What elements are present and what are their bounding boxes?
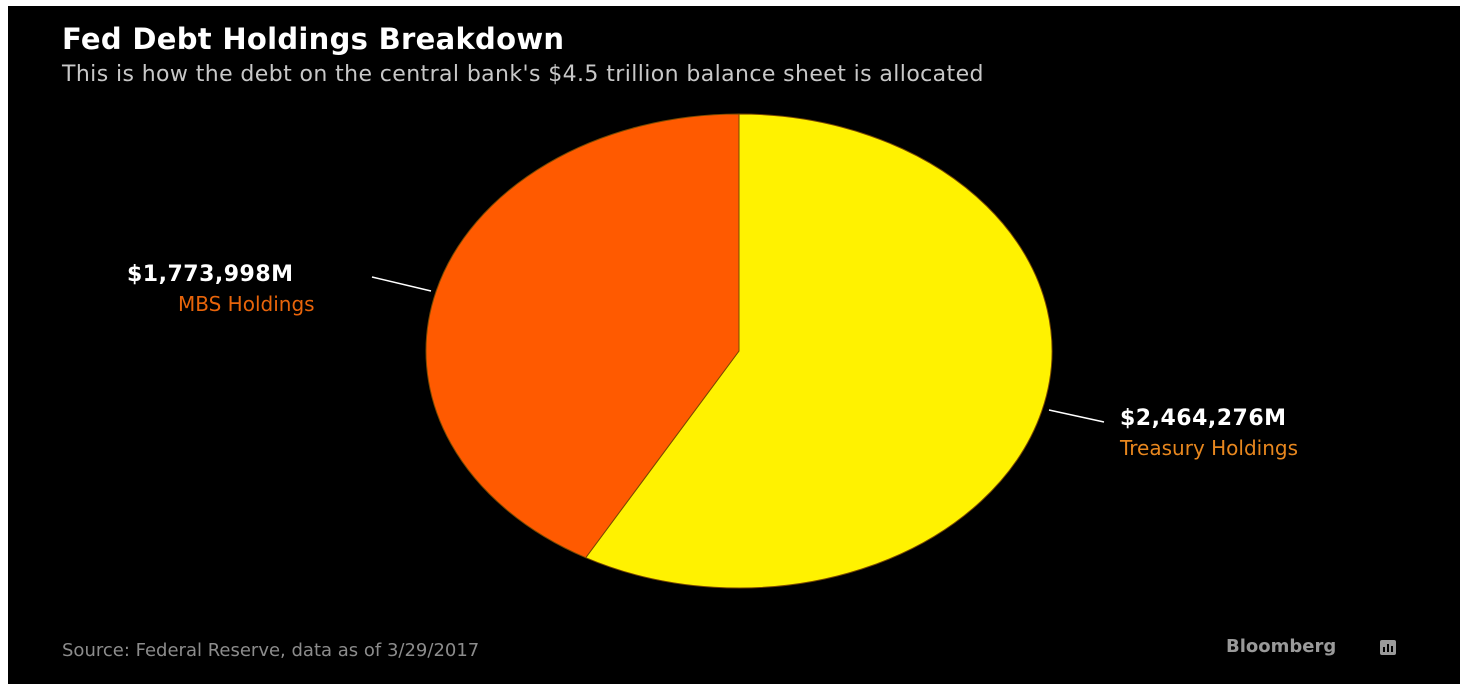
mbs-name-label: MBS Holdings bbox=[178, 292, 315, 316]
pie-slices bbox=[425, 113, 1053, 589]
bloomberg-logo: Bloomberg bbox=[1226, 636, 1337, 657]
mbs-leader-line bbox=[371, 276, 432, 292]
source-note: Source: Federal Reserve, data as of 3/29… bbox=[62, 640, 480, 661]
mbs-value-label: $1,773,998M bbox=[127, 262, 294, 287]
chart-title: Fed Debt Holdings Breakdown bbox=[62, 22, 565, 56]
chart-subtitle: This is how the debt on the central bank… bbox=[62, 62, 984, 87]
leader-lines bbox=[371, 276, 1105, 423]
treasury-value-label: $2,464,276M bbox=[1120, 406, 1287, 431]
treasury-leader-line bbox=[1048, 409, 1105, 423]
mbs-slice bbox=[425, 113, 740, 559]
treasury-name-label: Treasury Holdings bbox=[1120, 436, 1299, 460]
treasury-slice bbox=[584, 113, 1053, 589]
bloomberg-chart-icon bbox=[1380, 640, 1396, 655]
